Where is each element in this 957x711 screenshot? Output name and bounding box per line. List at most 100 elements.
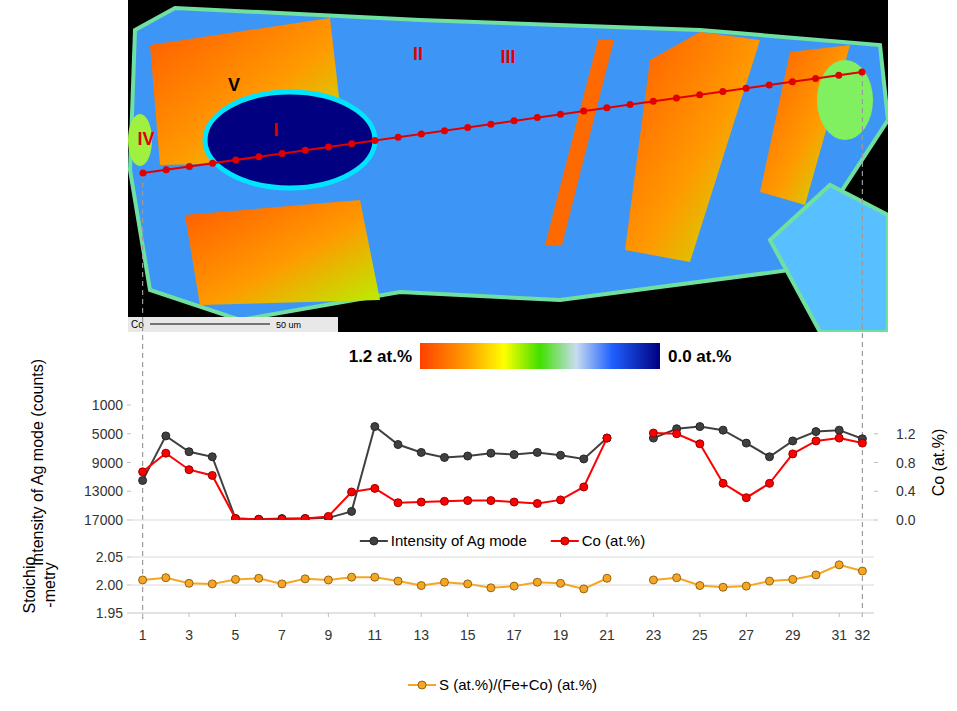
profile-dot <box>418 130 425 137</box>
series-marker <box>603 434 611 442</box>
title-line: Stoichio <box>21 556 38 613</box>
series-marker <box>557 496 565 504</box>
y-tick-label: 2.00 <box>96 577 123 593</box>
series-marker <box>139 576 147 584</box>
profile-dot <box>650 98 657 105</box>
legend-marker <box>370 537 378 545</box>
profile-dot <box>627 101 634 108</box>
x-tick-label: 29 <box>785 627 801 643</box>
series-marker <box>464 497 472 505</box>
profile-dot <box>696 91 703 98</box>
zone <box>185 200 380 305</box>
y-tick <box>127 585 131 586</box>
x-tick <box>421 613 422 617</box>
series-marker <box>371 423 379 431</box>
profile-line <box>143 72 862 173</box>
series-marker <box>766 577 774 585</box>
colorbar-label: 1.2 at.% <box>349 347 412 366</box>
series-marker <box>417 448 425 456</box>
profile-dot <box>348 140 355 147</box>
y-tick-label: 2.05 <box>96 549 123 565</box>
series-marker <box>742 439 750 447</box>
series-marker <box>696 440 704 448</box>
zone-label: III <box>500 47 515 67</box>
series-marker <box>162 574 170 582</box>
y2-tick <box>874 491 878 492</box>
zone <box>817 60 873 140</box>
profile-dot <box>395 134 402 141</box>
series-marker <box>208 471 216 479</box>
x-tick-label: 13 <box>413 627 429 643</box>
series-marker <box>696 582 704 590</box>
series-marker <box>324 512 332 520</box>
scale-label: 50 um <box>276 320 301 330</box>
series-marker <box>533 499 541 507</box>
series-marker <box>557 579 565 587</box>
series-marker <box>348 507 356 515</box>
series-marker <box>440 578 448 586</box>
profile-dot <box>140 170 147 177</box>
x-tick <box>467 613 468 617</box>
title-line: Intensity of Ag mode (counts) <box>29 359 46 566</box>
x-tick-label: 17 <box>506 627 522 643</box>
profile-dot <box>812 75 819 82</box>
plot-area <box>139 423 867 520</box>
series-marker <box>812 571 820 579</box>
series-marker <box>440 497 448 505</box>
y-tick-label: 13000 <box>84 483 123 499</box>
series-marker <box>208 580 216 588</box>
profile-dot <box>835 72 842 79</box>
series-marker <box>835 434 843 442</box>
series-line <box>143 427 863 520</box>
series-marker <box>162 449 170 457</box>
series-marker <box>139 468 147 476</box>
x-tick <box>189 613 190 617</box>
series-marker <box>231 515 239 520</box>
series-marker <box>348 488 356 496</box>
profile-dot <box>232 156 239 163</box>
series-marker <box>162 432 170 440</box>
y-tick-label: 1.95 <box>96 605 123 621</box>
series-marker <box>649 429 657 437</box>
series-marker <box>696 423 704 431</box>
series-marker <box>580 483 588 491</box>
y-tick <box>127 557 131 558</box>
profile-dot <box>673 95 680 102</box>
series-marker <box>510 498 518 506</box>
legend-label: S (at.%)/(Fe+Co) (at.%) <box>439 676 597 693</box>
series-marker <box>417 582 425 590</box>
series-line <box>143 565 863 589</box>
zone <box>625 32 760 262</box>
profile-dot <box>186 163 193 170</box>
x-tick <box>792 613 793 617</box>
series-marker <box>580 455 588 463</box>
series-marker <box>231 575 239 583</box>
figure: IIIIIIIVVCo50 um1.2 at.%0.0 at.%10005000… <box>0 0 957 711</box>
x-tick-label: 21 <box>599 627 615 643</box>
profile-dot <box>255 153 262 160</box>
profile-dot <box>766 82 773 89</box>
x-tick-label: 15 <box>460 627 476 643</box>
legend-label: Co (at.%) <box>582 532 645 549</box>
x-tick <box>699 613 700 617</box>
y2-tick-label: 0.4 <box>896 483 916 499</box>
y-tick <box>127 613 131 614</box>
series-marker <box>533 448 541 456</box>
series-marker <box>580 585 588 593</box>
map-image <box>128 0 888 332</box>
x-tick-label: 27 <box>739 627 755 643</box>
series-marker <box>255 574 263 582</box>
series-marker <box>371 573 379 581</box>
x-tick <box>839 613 840 617</box>
y-tick-label: 17000 <box>84 512 123 528</box>
series-marker <box>742 494 750 502</box>
y-tick <box>127 520 131 521</box>
y-axis-title: Stoichio-metry <box>21 556 58 613</box>
x-tick <box>328 613 329 617</box>
series-marker <box>603 574 611 582</box>
series-marker <box>440 453 448 461</box>
series-marker <box>766 479 774 487</box>
profile-dot <box>743 85 750 92</box>
profile-dot <box>534 114 541 121</box>
y-tick <box>127 405 131 406</box>
